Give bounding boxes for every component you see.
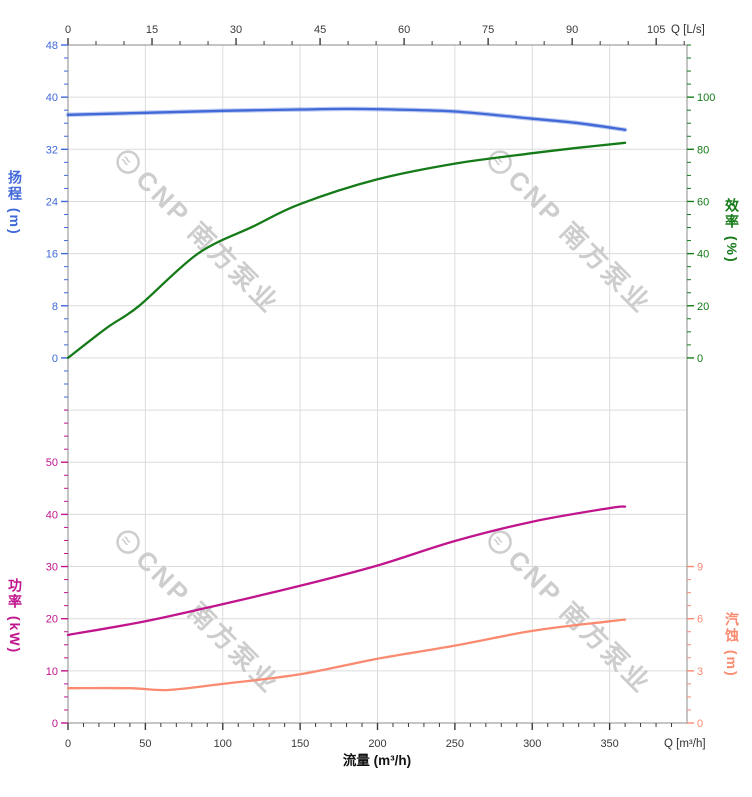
watermark-text: CNP 南方泵业 — [130, 544, 285, 699]
svg-text:9: 9 — [697, 562, 703, 574]
watermark-text: CNP 南方泵业 — [502, 544, 657, 699]
svg-text:40: 40 — [46, 509, 58, 521]
svg-text:350: 350 — [600, 738, 618, 750]
head-curve — [66, 107, 627, 131]
watermark-text: CNP 南方泵业 — [502, 164, 657, 319]
svg-text:10: 10 — [46, 666, 58, 678]
svg-text:3: 3 — [697, 666, 703, 678]
svg-text:0: 0 — [65, 738, 71, 750]
cnp-logo-icon: ≈ — [116, 150, 140, 174]
svg-text:15: 15 — [146, 24, 158, 36]
svg-text:48: 48 — [46, 40, 58, 52]
npsh-curve — [66, 618, 627, 692]
bottom-axis-unit-label: Q [m³/h] — [664, 738, 706, 750]
svg-text:40: 40 — [46, 92, 58, 104]
svg-text:30: 30 — [230, 24, 242, 36]
watermark: ≈ CNP 南方泵业 — [116, 150, 286, 320]
svg-text:20: 20 — [46, 614, 58, 626]
svg-text:250: 250 — [446, 738, 464, 750]
svg-text:50: 50 — [139, 738, 151, 750]
svg-text:100: 100 — [214, 738, 232, 750]
svg-text:0: 0 — [52, 353, 58, 365]
watermark-layer: ≈ CNP 南方泵业 ≈ CNP 南方泵业 ≈ CNP 南方泵业 — [116, 150, 658, 700]
efficiency-axis-title: 效率 (%) — [724, 198, 740, 264]
svg-text:90: 90 — [566, 24, 578, 36]
svg-text:80: 80 — [697, 144, 709, 156]
svg-text:0: 0 — [697, 353, 703, 365]
curves — [65, 106, 628, 692]
svg-text:6: 6 — [697, 614, 703, 626]
svg-text:200: 200 — [368, 738, 386, 750]
svg-text:0: 0 — [65, 24, 71, 36]
svg-text:24: 24 — [46, 196, 58, 208]
efficiency-curve — [66, 141, 627, 360]
svg-text:40: 40 — [697, 249, 709, 261]
watermark-text: CNP 南方泵业 — [130, 164, 285, 319]
svg-text:32: 32 — [46, 144, 58, 156]
svg-text:0: 0 — [697, 718, 703, 730]
head-axis-title: 扬程 (m) — [7, 170, 23, 236]
svg-text:60: 60 — [398, 24, 410, 36]
svg-text:30: 30 — [46, 562, 58, 574]
svg-text:16: 16 — [46, 249, 58, 261]
svg-text:60: 60 — [697, 196, 709, 208]
watermark: ≈ CNP 南方泵业 — [488, 150, 658, 320]
svg-text:0: 0 — [52, 718, 58, 730]
svg-text:50: 50 — [46, 457, 58, 469]
svg-text:20: 20 — [697, 301, 709, 313]
svg-text:105: 105 — [647, 24, 665, 36]
top-axis-unit-label: Q [L/s] — [671, 24, 705, 36]
power-curve — [66, 505, 627, 637]
cnp-logo-icon: ≈ — [116, 530, 140, 554]
x-axis-title: 流量 (m³/h) — [343, 752, 411, 768]
svg-text:100: 100 — [697, 92, 715, 104]
cnp-logo-icon: ≈ — [488, 150, 512, 174]
watermark: ≈ CNP 南方泵业 — [116, 530, 286, 700]
svg-text:75: 75 — [482, 24, 494, 36]
svg-text:150: 150 — [291, 738, 309, 750]
svg-text:45: 45 — [314, 24, 326, 36]
watermark: ≈ CNP 南方泵业 — [488, 530, 658, 700]
svg-text:300: 300 — [523, 738, 541, 750]
npsh-axis-title: 汽蚀 (m) — [724, 612, 740, 678]
svg-text:8: 8 — [52, 301, 58, 313]
power-axis-title: 功率 (kW) — [7, 578, 23, 655]
